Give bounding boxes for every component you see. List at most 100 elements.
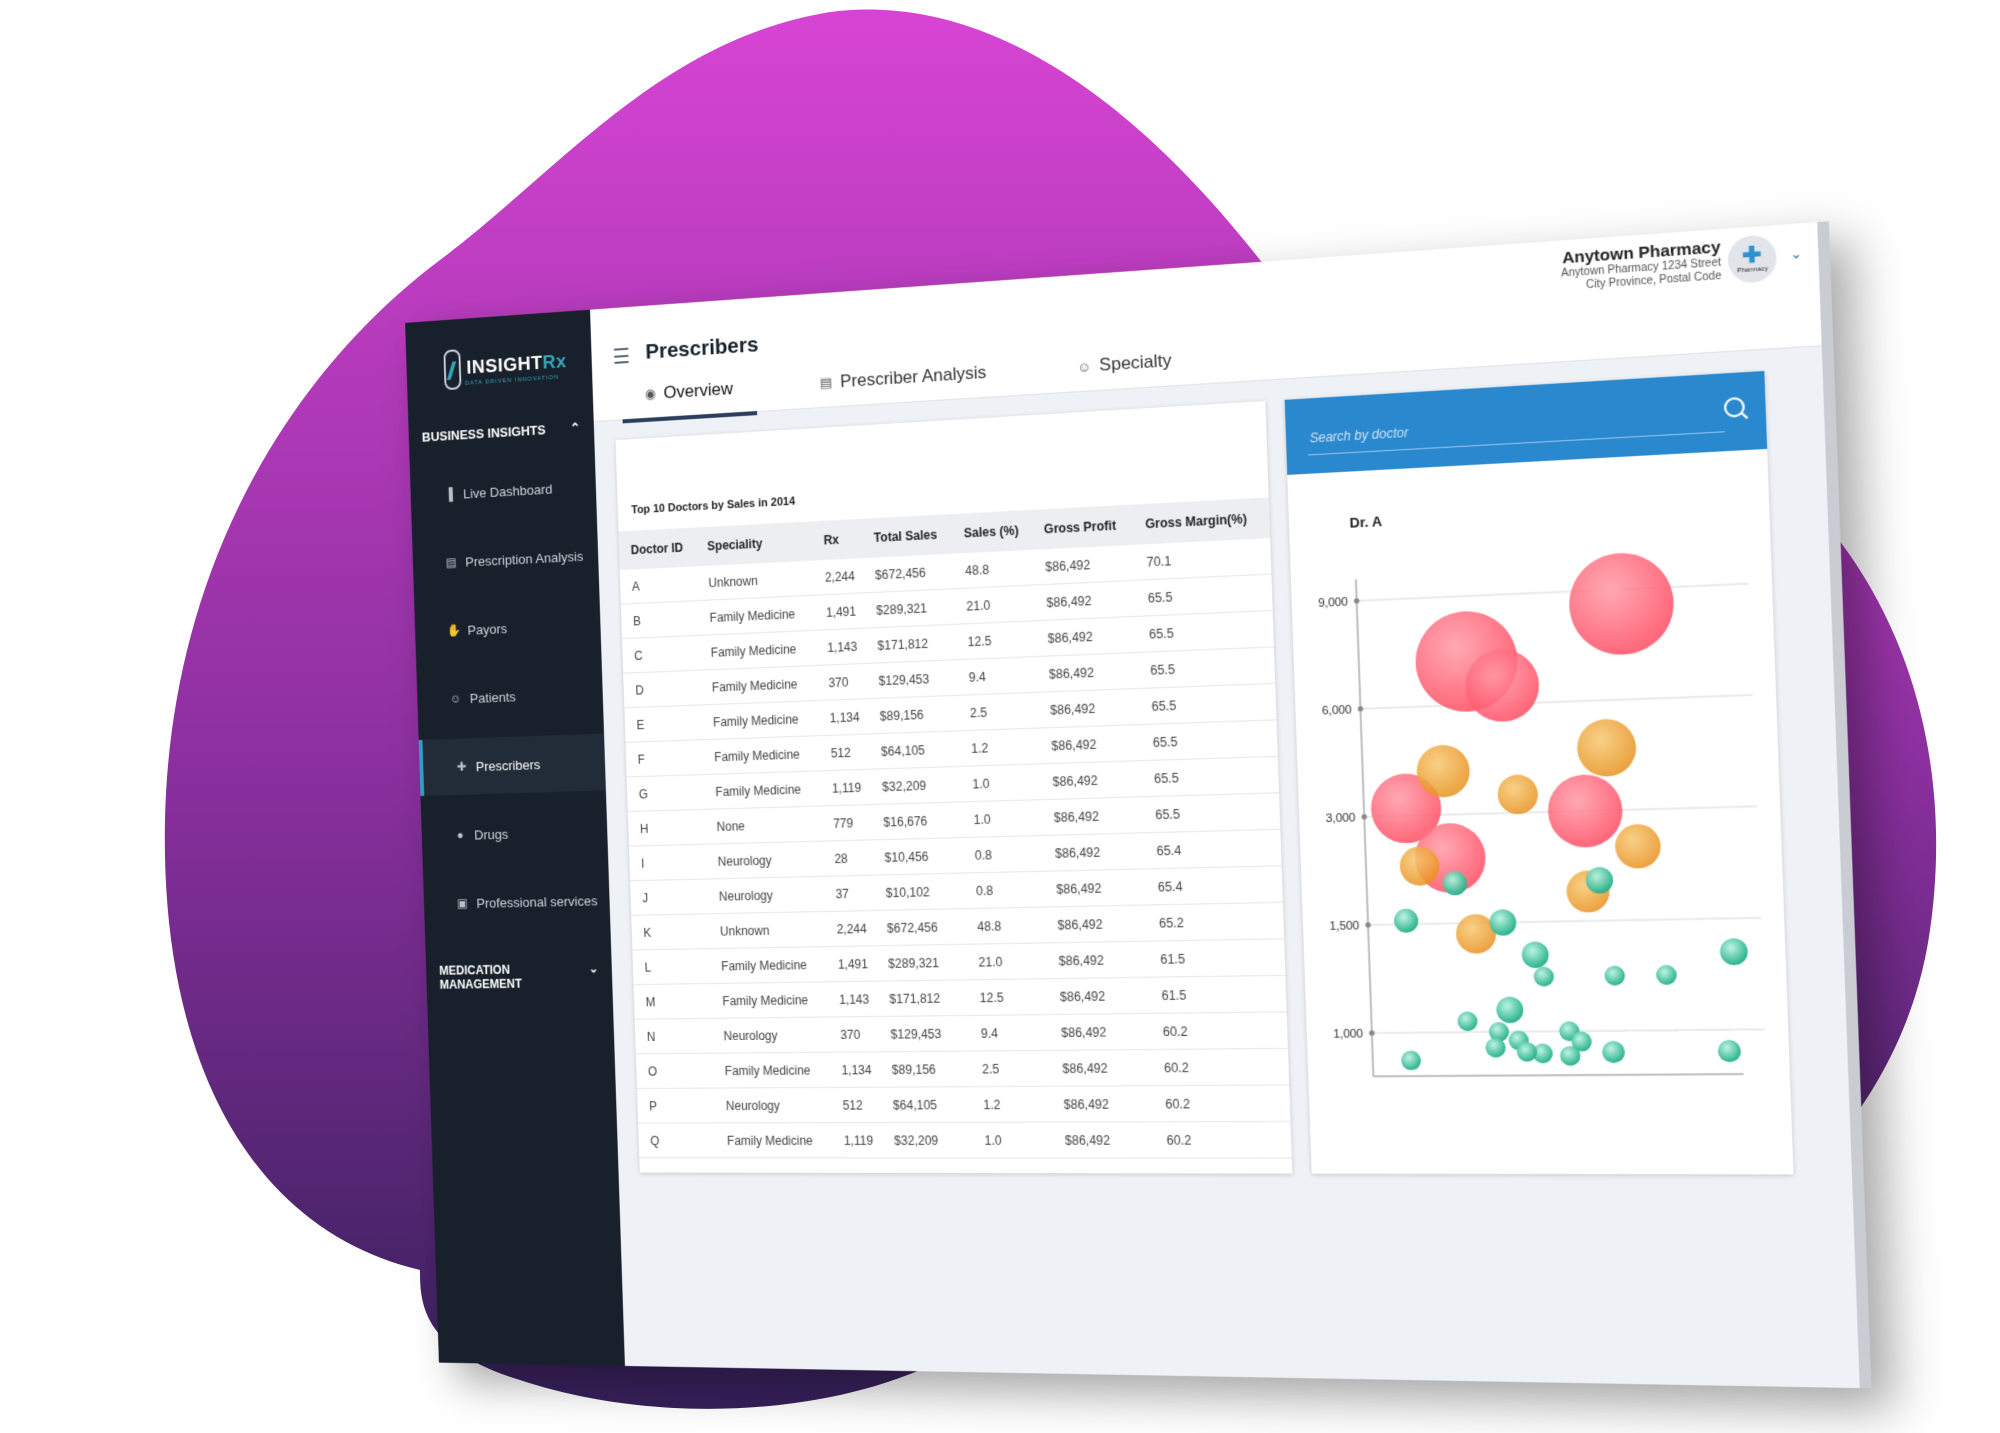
table-cell: 61.5 xyxy=(1148,975,1287,1014)
column-header[interactable]: Total Sales xyxy=(861,514,953,559)
sidebar-item-payors[interactable]: ✋ Payors xyxy=(414,595,601,660)
bubble-orange[interactable] xyxy=(1497,774,1539,815)
column-header[interactable]: Speciality xyxy=(694,521,813,567)
doctor-label: Dr. A xyxy=(1349,513,1383,531)
column-header[interactable]: Doctor ID xyxy=(618,527,697,571)
hand-money-icon: ✋ xyxy=(446,623,462,638)
table-cell: 48.8 xyxy=(952,549,1034,589)
table-cell: O xyxy=(635,1053,714,1089)
table-title: Top 10 Doctors by Sales in 2014 xyxy=(631,495,796,517)
document-icon: ▤ xyxy=(819,374,833,391)
bubble-teal[interactable] xyxy=(1719,938,1749,966)
tab-prescriber-analysis[interactable]: ▤ Prescriber Analysis xyxy=(795,347,1012,409)
table-cell: $86,492 xyxy=(1043,868,1146,908)
doctors-table: Doctor ID Speciality Rx Total Sales Sales (%… xyxy=(618,497,1292,1159)
table-cell: 1,119 xyxy=(831,1122,883,1158)
top-doctors-card: Top 10 Doctors by Sales in 2014 Doctor I… xyxy=(615,401,1293,1174)
bubble-teal[interactable] xyxy=(1516,1041,1538,1062)
tab-specialty[interactable]: ☺ Specialty xyxy=(1051,335,1197,393)
gridline xyxy=(1360,695,1752,709)
avatar[interactable]: ✚ Pharmacy xyxy=(1727,234,1778,285)
bubble-teal[interactable] xyxy=(1604,965,1626,986)
table-cell: C xyxy=(622,635,700,674)
table-row[interactable]: Q Family Medicine 1,119 $32,209 1.0 $86,492 60… xyxy=(638,1121,1292,1159)
pharmacy-cross-icon: ✚ xyxy=(1741,242,1763,269)
sidebar-item-label: Payors xyxy=(467,620,508,638)
table-cell: 370 xyxy=(827,1016,880,1053)
table-cell: $86,492 xyxy=(1038,724,1141,764)
table-cell: Neurology xyxy=(706,876,825,914)
table-cell: 2.5 xyxy=(957,692,1039,731)
table-cell: $86,492 xyxy=(1039,760,1143,800)
sidebar-item-professional-services[interactable]: ▣ Professional services xyxy=(423,872,610,932)
medical-chart-icon: ✚ xyxy=(456,759,467,774)
bubble-teal[interactable] xyxy=(1521,941,1550,969)
sidebar-item-patients[interactable]: ☺ Patients xyxy=(416,664,603,728)
table-cell: $289,321 xyxy=(875,944,967,982)
table-cell: 2.5 xyxy=(969,1050,1051,1087)
search-icon[interactable] xyxy=(1723,396,1746,418)
table-cell: 2,244 xyxy=(812,558,864,596)
column-header[interactable]: Gross Profit xyxy=(1030,504,1134,550)
section-business-insights[interactable]: BUSINESS INSIGHTS ⌃ xyxy=(422,420,581,446)
avatar-label: Pharmacy xyxy=(1736,265,1769,275)
bubble-teal[interactable] xyxy=(1601,1040,1626,1064)
table-cell: 1,134 xyxy=(817,698,869,736)
table-cell: $86,492 xyxy=(1045,941,1149,979)
pills-icon: ● xyxy=(456,827,464,843)
table-cell: $10,102 xyxy=(873,873,965,911)
table-cell: 2,244 xyxy=(824,910,876,947)
bubble-teal[interactable] xyxy=(1393,908,1419,933)
column-header[interactable]: Sales (%) xyxy=(950,509,1033,554)
table-cell: Family Medicine xyxy=(702,735,820,775)
table-cell: Family Medicine xyxy=(710,981,828,1019)
table-cell: 1,134 xyxy=(828,1051,881,1088)
bubble-teal[interactable] xyxy=(1533,966,1555,987)
bubble-teal[interactable] xyxy=(1496,996,1524,1024)
bubble-teal[interactable] xyxy=(1400,1050,1422,1071)
table-cell: $86,492 xyxy=(1033,580,1136,621)
sidebar-item-prescription-analysis[interactable]: ▤ Prescription Analysis xyxy=(412,527,599,593)
table-cell: 1.2 xyxy=(958,728,1040,767)
chevron-down-icon[interactable]: ⌄ xyxy=(1789,245,1803,263)
column-header[interactable]: Gross Margin(%) xyxy=(1131,497,1271,545)
table-cell: 1,143 xyxy=(814,628,867,666)
bubble-teal[interactable] xyxy=(1717,1039,1742,1063)
main-content: ☰ Prescribers Anytown Pharmacy Anytown P… xyxy=(590,222,1860,1389)
sidebar-item-label: Prescription Analysis xyxy=(465,548,584,570)
table-cell: $86,492 xyxy=(1037,688,1140,729)
pharmacy-info: Anytown Pharmacy Anytown Pharmacy 1234 S… xyxy=(1560,238,1722,294)
section-label: MEDICATION MANAGEMENT xyxy=(439,962,523,992)
bubble-orange[interactable] xyxy=(1576,718,1638,778)
y-tick-mark xyxy=(1357,706,1364,712)
table-cell: $171,812 xyxy=(864,624,956,664)
table-cell: $32,209 xyxy=(881,1122,973,1158)
sidebar-item-drugs[interactable]: ● Drugs xyxy=(421,803,608,864)
bubble-orange[interactable] xyxy=(1614,823,1662,869)
table-row[interactable]: P Neurology 512 $64,105 1.2 $86,492 60.2 xyxy=(636,1084,1291,1124)
tab-overview[interactable]: ◉ Overview xyxy=(620,363,758,424)
bubble-teal[interactable] xyxy=(1457,1011,1478,1032)
table-row[interactable]: N Neurology 370 $129,453 9.4 $86,492 60.2 xyxy=(634,1011,1288,1054)
bar-chart-icon: ▐ xyxy=(444,487,454,502)
sidebar-item-prescribers[interactable]: ✚ Prescribers xyxy=(418,733,606,797)
table-cell: 0.8 xyxy=(961,835,1044,874)
bubble-red[interactable] xyxy=(1567,550,1676,657)
table-cell: $86,492 xyxy=(1047,977,1150,1015)
collapse-menu-icon[interactable]: ☰ xyxy=(612,345,631,370)
table-cell: $672,456 xyxy=(874,908,966,946)
gridline xyxy=(1357,584,1749,601)
table-cell: $86,492 xyxy=(1042,832,1145,872)
table-cell: M xyxy=(633,983,712,1020)
table-row[interactable]: O Family Medicine 1,134 $89,156 2.5 $86,492 60… xyxy=(635,1048,1290,1089)
section-medication-management[interactable]: MEDICATION MANAGEMENT ⌄ xyxy=(439,961,599,992)
table-cell: E xyxy=(624,704,703,743)
bubble-red[interactable] xyxy=(1546,773,1624,849)
column-header[interactable]: Rx xyxy=(811,518,863,561)
search-input[interactable] xyxy=(1306,397,1725,456)
sidebar-item-live-dashboard[interactable]: ▐ Live Dashboard xyxy=(410,458,597,525)
table-cell: 60.2 xyxy=(1149,1011,1288,1050)
table-cell: 1.0 xyxy=(959,763,1041,802)
bubble-teal[interactable] xyxy=(1655,964,1678,985)
table-cell: $86,492 xyxy=(1049,1049,1153,1087)
